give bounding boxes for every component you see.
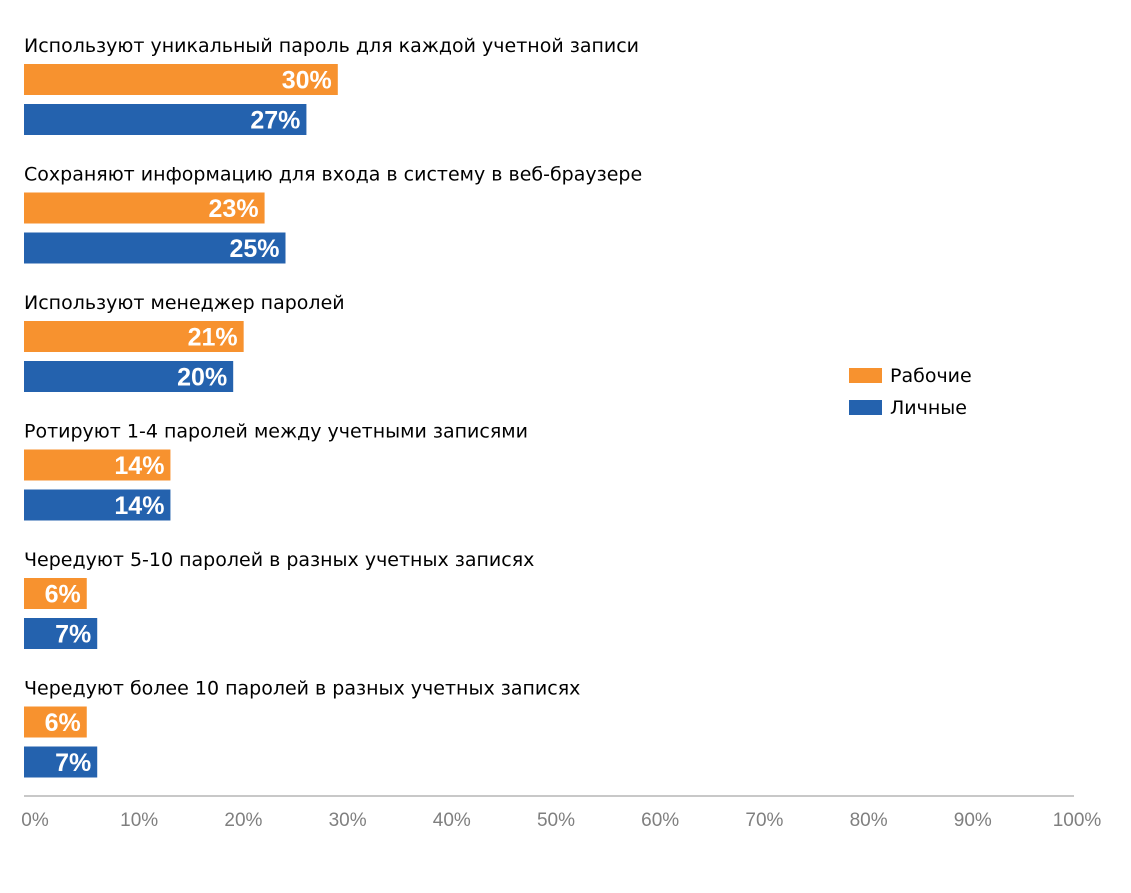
data-label: 30% <box>282 67 332 95</box>
x-tick-label: 10% <box>120 810 158 831</box>
x-tick-label: 60% <box>641 810 679 831</box>
data-label: 7% <box>55 621 91 649</box>
bar-personal <box>24 489 171 521</box>
bar-personal <box>24 618 98 649</box>
category-group: Чередуют более 10 паролей в разных учетн… <box>24 678 580 778</box>
data-label: 27% <box>250 107 300 135</box>
legend-swatch <box>849 368 882 383</box>
data-label: 25% <box>229 235 279 263</box>
x-tick-label: 100% <box>1053 810 1102 831</box>
data-label: 21% <box>188 324 238 352</box>
bar-work <box>24 64 338 95</box>
category-label: Сохраняют информацию для входа в систему… <box>24 164 642 186</box>
bars-layer: Используют уникальный пароль для каждой … <box>24 35 642 778</box>
x-tick-label: 30% <box>329 810 367 831</box>
category-group: Чередуют 5-10 паролей в разных учетных з… <box>24 549 534 649</box>
data-label: 6% <box>45 581 81 609</box>
data-label: 7% <box>55 749 91 777</box>
x-tick-label: 80% <box>850 810 888 831</box>
category-group: Используют уникальный пароль для каждой … <box>24 35 639 135</box>
data-label: 20% <box>177 364 227 392</box>
category-group: Ротируют 1-4 паролей между учетными запи… <box>24 421 528 521</box>
bar-personal <box>24 232 286 264</box>
data-label: 6% <box>45 709 81 737</box>
x-tick-label: 50% <box>537 810 575 831</box>
legend-label: Личные <box>890 397 967 419</box>
x-tick-label: 70% <box>745 810 783 831</box>
data-label: 14% <box>114 492 164 520</box>
bar-personal <box>24 361 234 392</box>
bar-work <box>24 321 244 352</box>
legend: Рабочие Личные <box>849 365 972 419</box>
bar-work <box>24 192 265 224</box>
bar-personal <box>24 746 98 778</box>
x-tick-label: 90% <box>954 810 992 831</box>
category-group: Используют менеджер паролей 21% 20% <box>24 292 345 392</box>
x-axis: 0% 10% 20% 30% 40% 50% 60% 70% 80% 90% 100% <box>21 795 1102 831</box>
category-label: Используют менеджер паролей <box>24 292 345 314</box>
x-tick-label: 40% <box>433 810 471 831</box>
legend-swatch <box>849 400 882 415</box>
bar-work <box>24 578 87 609</box>
legend-label: Рабочие <box>890 365 972 387</box>
category-label: Чередуют 5-10 паролей в разных учетных з… <box>24 549 534 571</box>
category-group: Сохраняют информацию для входа в систему… <box>24 164 642 264</box>
bar-work <box>24 706 87 738</box>
bar-personal <box>24 104 307 135</box>
category-label: Используют уникальный пароль для каждой … <box>24 35 639 57</box>
x-tick-label: 0% <box>21 810 49 831</box>
category-label: Ротируют 1-4 паролей между учетными запи… <box>24 421 528 443</box>
data-label: 14% <box>114 452 164 480</box>
category-label: Чередуют более 10 паролей в разных учетн… <box>24 678 580 700</box>
data-label: 23% <box>209 195 259 223</box>
x-tick-label: 20% <box>224 810 262 831</box>
bar-work <box>24 449 171 481</box>
